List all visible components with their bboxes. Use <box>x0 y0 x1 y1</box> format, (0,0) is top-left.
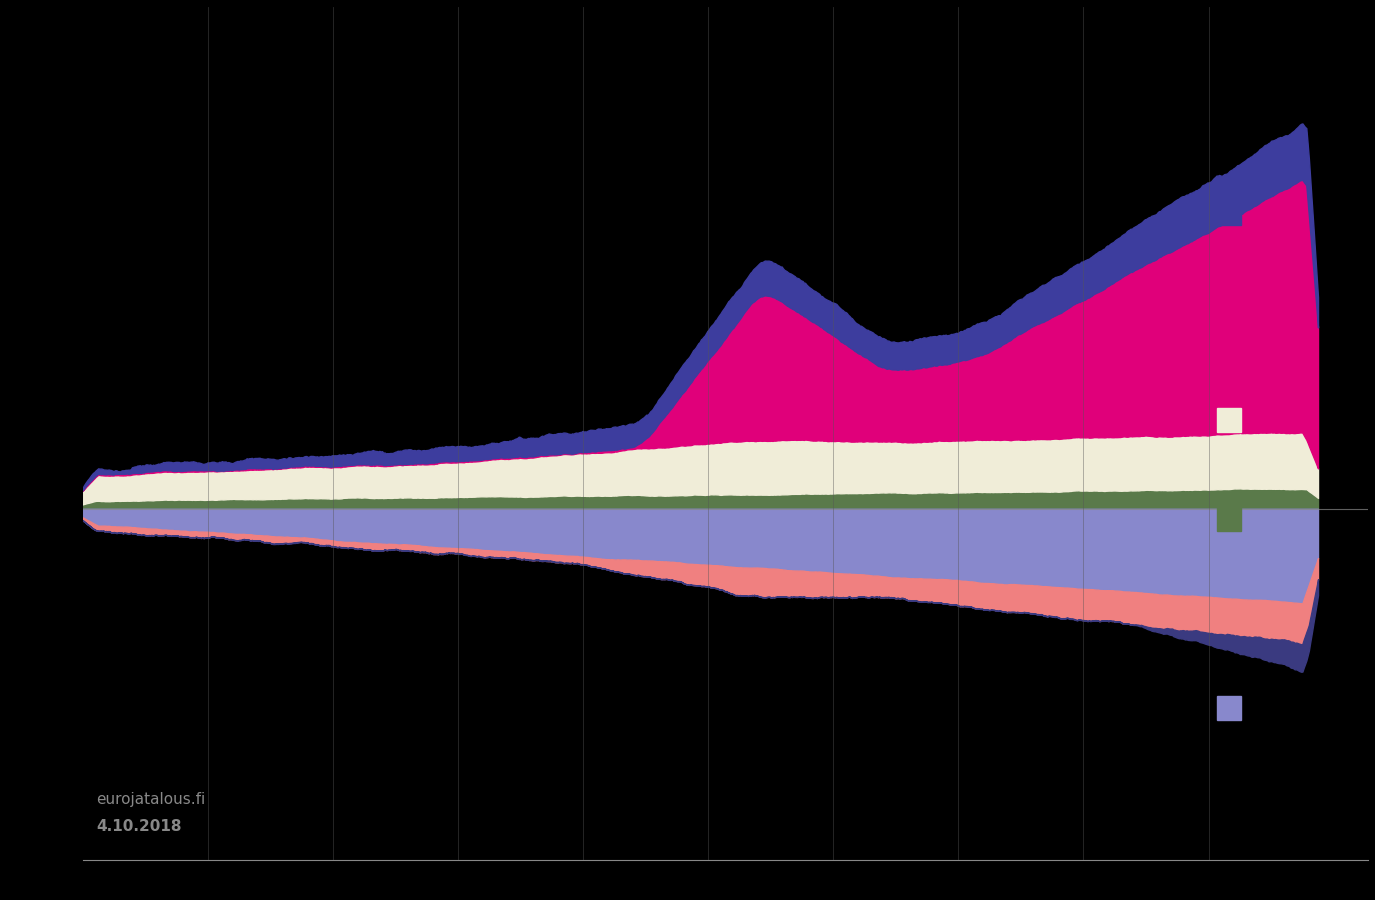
Text: eurojatalous.fi: eurojatalous.fi <box>96 792 205 807</box>
Text: 4.10.2018: 4.10.2018 <box>96 819 182 834</box>
